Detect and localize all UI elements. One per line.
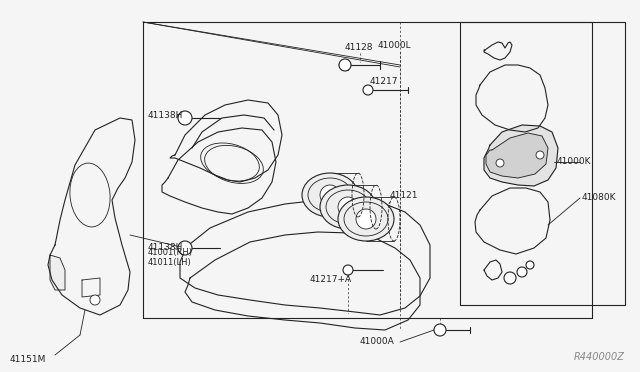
Text: 41121: 41121 xyxy=(390,190,419,199)
Circle shape xyxy=(338,197,358,217)
Text: 41217+A: 41217+A xyxy=(310,276,352,285)
Circle shape xyxy=(526,261,534,269)
Text: 41001(RH): 41001(RH) xyxy=(148,247,193,257)
Circle shape xyxy=(178,241,192,255)
Polygon shape xyxy=(486,133,548,178)
Circle shape xyxy=(363,85,373,95)
Circle shape xyxy=(517,267,527,277)
Circle shape xyxy=(496,159,504,167)
Circle shape xyxy=(339,59,351,71)
Text: 41000K: 41000K xyxy=(557,157,591,167)
Circle shape xyxy=(178,111,192,125)
Circle shape xyxy=(90,295,100,305)
Ellipse shape xyxy=(338,197,394,241)
Circle shape xyxy=(504,272,516,284)
Polygon shape xyxy=(50,255,65,290)
Text: 41000A: 41000A xyxy=(360,337,395,346)
Text: 41128: 41128 xyxy=(345,44,374,52)
Circle shape xyxy=(320,185,340,205)
Circle shape xyxy=(356,209,376,229)
Ellipse shape xyxy=(302,173,358,217)
Text: 41000L: 41000L xyxy=(378,41,412,49)
Circle shape xyxy=(434,324,446,336)
Circle shape xyxy=(536,151,544,159)
Text: 41138H: 41138H xyxy=(148,110,184,119)
Text: 41138H: 41138H xyxy=(148,244,184,253)
Text: 41011(LH): 41011(LH) xyxy=(148,257,192,266)
Ellipse shape xyxy=(320,185,376,229)
Text: 41151M: 41151M xyxy=(10,356,46,365)
Text: 41080K: 41080K xyxy=(582,193,616,202)
Polygon shape xyxy=(484,125,558,186)
Text: 41217: 41217 xyxy=(370,77,399,87)
Text: R440000Z: R440000Z xyxy=(574,352,625,362)
Circle shape xyxy=(343,265,353,275)
